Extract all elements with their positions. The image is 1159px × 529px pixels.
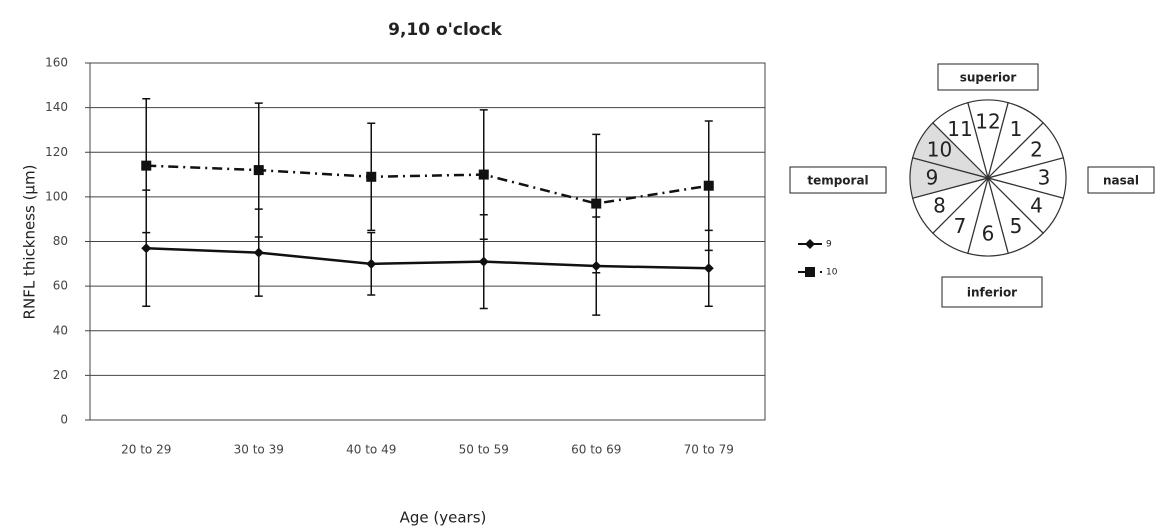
series-line <box>146 164 709 205</box>
y-tick-label: 0 <box>60 413 68 427</box>
label-box <box>789 166 887 194</box>
marker <box>141 160 152 171</box>
marker <box>703 180 714 191</box>
clock-hour: 10 <box>927 138 952 162</box>
clock-hour: 5 <box>1010 214 1023 238</box>
x-tick-label: 30 to 39 <box>234 443 284 457</box>
marker <box>253 165 264 176</box>
marker <box>591 198 602 209</box>
legend-marker <box>805 239 815 249</box>
clock-hour: 6 <box>982 222 995 246</box>
clock-hour: 8 <box>933 194 946 218</box>
clock-sector <box>931 101 990 181</box>
y-axis-label: RNFL thickness (μm) <box>21 165 39 320</box>
y-tick-label: 160 <box>45 56 68 70</box>
marker <box>366 171 377 182</box>
label-box <box>937 63 1039 91</box>
x-tick-label: 20 to 29 <box>121 443 171 457</box>
y-tick-label: 40 <box>53 323 68 337</box>
clock-hour: 9 <box>926 166 939 190</box>
x-tick-label: 70 to 79 <box>684 443 734 457</box>
clock-hour: 3 <box>1038 166 1051 190</box>
legend-marker <box>805 267 815 277</box>
y-tick-label: 60 <box>53 279 68 293</box>
y-tick-label: 140 <box>45 100 68 114</box>
series-line <box>146 246 709 270</box>
marker <box>253 247 264 258</box>
clock-hour: 2 <box>1030 138 1043 162</box>
clock-hour: 4 <box>1030 194 1043 218</box>
clock-labels: superior temporal nasal inferior <box>789 63 1155 308</box>
chart-title: 9,10 o'clock <box>388 20 502 40</box>
x-axis-label: Age (years) <box>400 509 487 527</box>
legend-label: 10 <box>826 268 838 278</box>
clock-hour: 12 <box>975 110 1000 134</box>
y-tick-label: 120 <box>45 145 68 159</box>
y-tick-label: 100 <box>45 189 68 203</box>
temporal-label: temporal <box>807 174 868 188</box>
superior-label: superior <box>960 71 1017 85</box>
x-tick-label: 50 to 59 <box>459 443 509 457</box>
marker <box>141 243 152 254</box>
y-tick-label: 20 <box>53 368 68 382</box>
nasal-label: nasal <box>1103 174 1139 188</box>
clock-hour: 1 <box>1010 117 1023 141</box>
x-tick-label: 60 to 69 <box>571 443 621 457</box>
y-tick-label: 80 <box>53 234 68 248</box>
clock-hour: 11 <box>947 117 972 141</box>
label-box <box>941 276 1043 308</box>
x-tick-label: 40 to 49 <box>346 443 396 457</box>
marker <box>478 256 489 267</box>
marker <box>703 263 714 274</box>
label-box <box>1087 166 1155 194</box>
marker <box>478 169 489 180</box>
legend-label: 9 <box>826 240 832 250</box>
marker <box>366 258 377 269</box>
inferior-label: inferior <box>967 286 1017 300</box>
clock-hour: 7 <box>954 214 967 238</box>
